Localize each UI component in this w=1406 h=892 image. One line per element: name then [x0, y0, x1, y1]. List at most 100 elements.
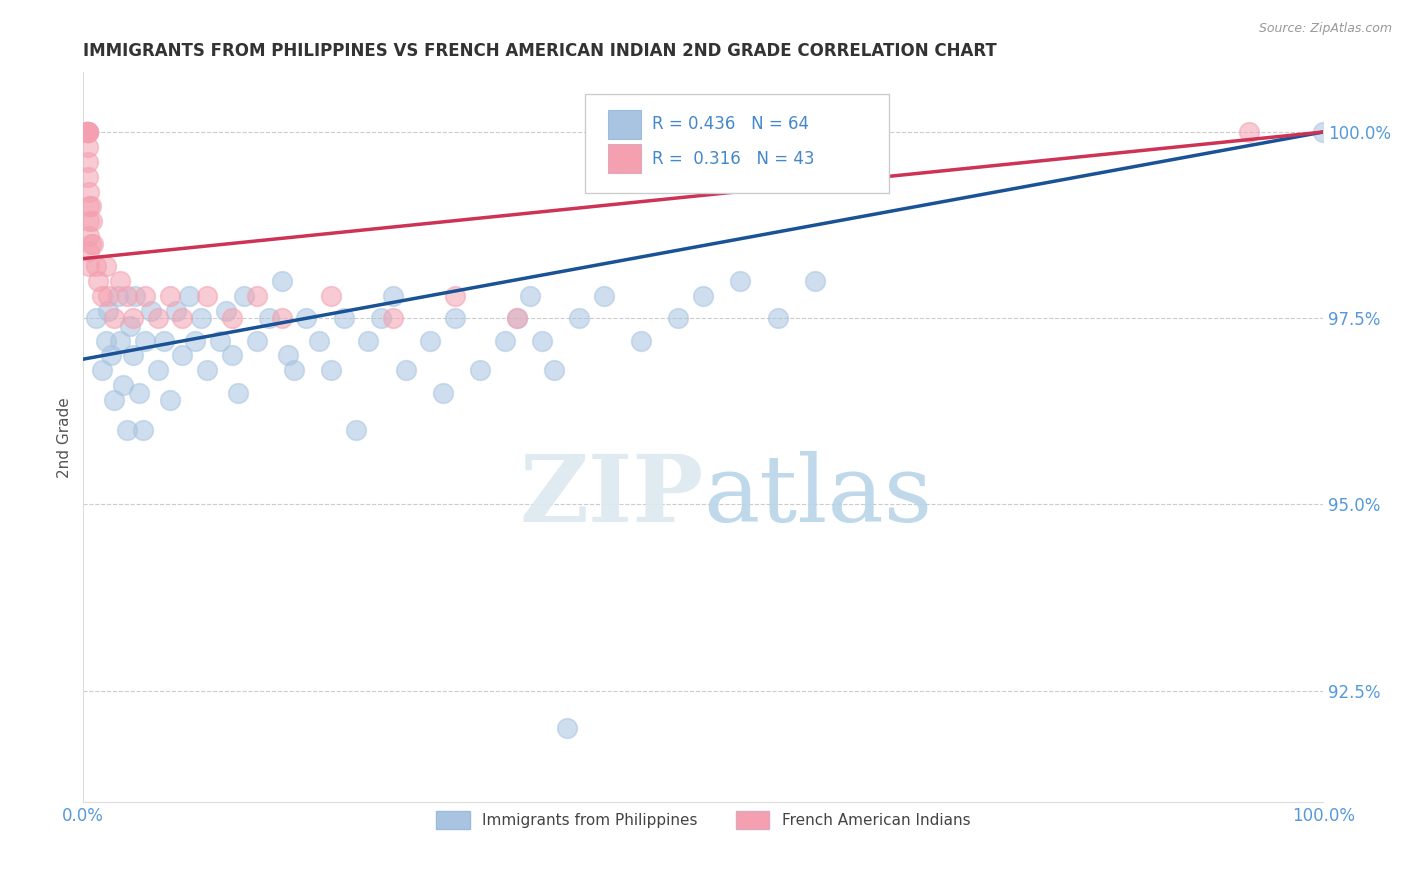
Point — [84, 259, 107, 273]
Point — [277, 348, 299, 362]
Point — [766, 311, 789, 326]
Point — [593, 289, 616, 303]
Point — [370, 311, 392, 326]
Point — [468, 363, 491, 377]
Point — [141, 303, 163, 318]
Point — [115, 423, 138, 437]
Point — [730, 274, 752, 288]
Point — [233, 289, 256, 303]
Point — [344, 423, 367, 437]
Point — [77, 169, 100, 184]
Point — [76, 125, 98, 139]
Point — [221, 311, 243, 326]
Point — [1312, 125, 1334, 139]
Point — [87, 274, 110, 288]
Point — [146, 363, 169, 377]
Text: ZIP: ZIP — [519, 450, 703, 541]
Point — [321, 363, 343, 377]
Point — [103, 393, 125, 408]
Point — [308, 334, 330, 348]
Point — [283, 363, 305, 377]
Point — [103, 311, 125, 326]
Point — [270, 311, 292, 326]
Point — [153, 334, 176, 348]
Point — [77, 125, 100, 139]
Point — [79, 244, 101, 259]
Point — [246, 289, 269, 303]
Point — [543, 363, 565, 377]
Point — [382, 311, 405, 326]
Point — [79, 199, 101, 213]
Point — [80, 236, 103, 251]
Point — [79, 229, 101, 244]
Point — [382, 289, 405, 303]
Point — [124, 289, 146, 303]
Point — [80, 214, 103, 228]
Point — [76, 125, 98, 139]
Text: R = 0.436   N = 64: R = 0.436 N = 64 — [652, 115, 810, 133]
Point — [190, 311, 212, 326]
Point — [134, 289, 156, 303]
Point — [246, 334, 269, 348]
Point — [195, 363, 218, 377]
Point — [215, 303, 238, 318]
Point — [77, 125, 100, 139]
Point — [184, 334, 207, 348]
Point — [120, 318, 142, 333]
Point — [111, 378, 134, 392]
FancyBboxPatch shape — [607, 144, 641, 173]
Point — [76, 125, 98, 139]
Point — [84, 311, 107, 326]
Point — [531, 334, 554, 348]
Point — [1237, 125, 1260, 139]
Point — [80, 199, 103, 213]
Point — [79, 214, 101, 228]
Point — [94, 334, 117, 348]
Legend: Immigrants from Philippines, French American Indians: Immigrants from Philippines, French Amer… — [430, 805, 976, 835]
Point — [208, 334, 231, 348]
Point — [82, 236, 104, 251]
Point — [519, 289, 541, 303]
Point — [76, 125, 98, 139]
Point — [77, 154, 100, 169]
Text: Source: ZipAtlas.com: Source: ZipAtlas.com — [1258, 22, 1392, 36]
Point — [259, 311, 281, 326]
Point — [221, 348, 243, 362]
Text: atlas: atlas — [703, 450, 932, 541]
Text: R =  0.316   N = 43: R = 0.316 N = 43 — [652, 150, 815, 168]
Point — [110, 334, 132, 348]
Point — [100, 348, 122, 362]
Point — [132, 423, 155, 437]
FancyBboxPatch shape — [585, 95, 889, 193]
Point — [122, 348, 145, 362]
FancyBboxPatch shape — [607, 110, 641, 139]
Point — [444, 289, 467, 303]
Point — [177, 289, 200, 303]
Point — [804, 274, 827, 288]
Point — [172, 348, 194, 362]
Point — [90, 289, 112, 303]
Point — [332, 311, 354, 326]
Point — [79, 259, 101, 273]
Text: IMMIGRANTS FROM PHILIPPINES VS FRENCH AMERICAN INDIAN 2ND GRADE CORRELATION CHAR: IMMIGRANTS FROM PHILIPPINES VS FRENCH AM… — [83, 42, 997, 60]
Point — [128, 385, 150, 400]
Point — [432, 385, 454, 400]
Point — [77, 125, 100, 139]
Point — [90, 363, 112, 377]
Point — [77, 140, 100, 154]
Point — [159, 393, 181, 408]
Point — [419, 334, 441, 348]
Point — [506, 311, 529, 326]
Point — [357, 334, 380, 348]
Point — [270, 274, 292, 288]
Point — [555, 721, 578, 735]
Point — [122, 311, 145, 326]
Point — [444, 311, 467, 326]
Point — [630, 334, 652, 348]
Point — [568, 311, 591, 326]
Point — [226, 385, 249, 400]
Point — [172, 311, 194, 326]
Point — [97, 289, 120, 303]
Point — [94, 259, 117, 273]
Point — [668, 311, 690, 326]
